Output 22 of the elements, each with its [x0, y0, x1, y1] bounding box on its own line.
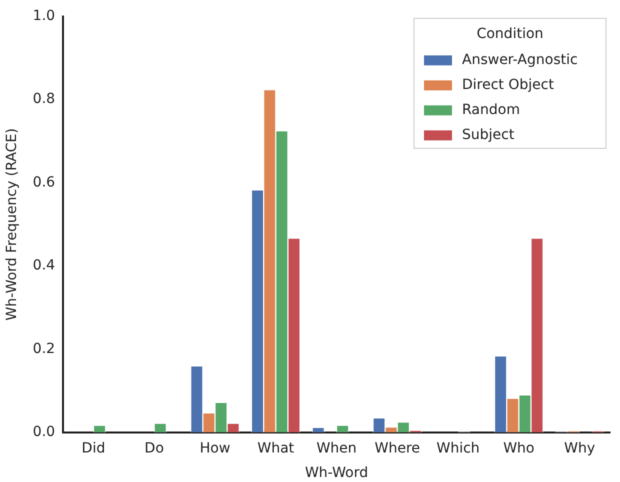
x-tick-label: Do [144, 440, 164, 456]
legend-label: Answer-Agnostic [462, 52, 578, 68]
x-tick-label: Who [503, 440, 534, 456]
legend-title: Condition [476, 26, 544, 42]
y-tick-label: 0.2 [32, 340, 56, 357]
x-tick-label: Where [374, 440, 420, 456]
y-tick-label: 0.4 [32, 258, 56, 274]
y-tick-label: 1.0 [32, 8, 56, 24]
legend-label: Random [462, 102, 520, 118]
legend-label: Subject [462, 127, 515, 144]
y-axis-title: Wh-Word Frequency (RACE) [4, 128, 20, 321]
x-tick-label: What [257, 440, 295, 456]
y-tick-label: 0.8 [32, 91, 56, 108]
x-tick-label: Why [564, 440, 596, 456]
x-tick-label: When [316, 440, 357, 456]
x-tick-label: How [200, 440, 230, 456]
y-tick-label: 0.6 [32, 174, 56, 190]
y-tick-label: 0.0 [32, 424, 56, 440]
legend-label: Direct Object [462, 77, 554, 94]
x-axis-title: Wh-Word [304, 465, 368, 482]
x-tick-label: Which [436, 440, 480, 456]
x-tick-label: Did [82, 440, 106, 456]
